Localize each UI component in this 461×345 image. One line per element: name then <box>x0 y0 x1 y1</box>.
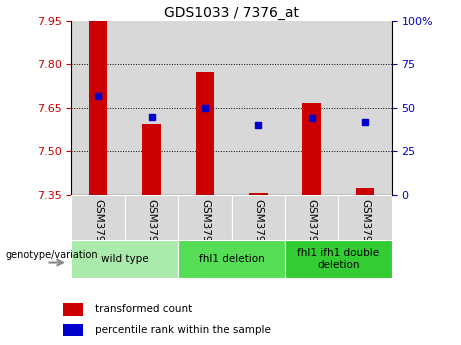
Text: fhl1 deletion: fhl1 deletion <box>199 254 265 264</box>
Text: percentile rank within the sample: percentile rank within the sample <box>95 325 271 335</box>
Bar <box>71 21 125 195</box>
Bar <box>338 21 392 195</box>
Bar <box>63 303 83 316</box>
Bar <box>178 21 231 195</box>
Bar <box>125 195 178 240</box>
Bar <box>285 21 338 195</box>
Bar <box>178 195 231 240</box>
Text: transformed count: transformed count <box>95 304 192 314</box>
Bar <box>71 240 178 278</box>
Text: GSM37907: GSM37907 <box>307 199 317 256</box>
Bar <box>338 195 392 240</box>
Text: GSM37905: GSM37905 <box>200 199 210 256</box>
Text: GSM37908: GSM37908 <box>360 199 370 256</box>
Bar <box>125 21 178 195</box>
Bar <box>249 194 268 195</box>
Text: wild type: wild type <box>101 254 148 264</box>
Text: GSM37906: GSM37906 <box>254 199 263 256</box>
Bar <box>89 21 107 195</box>
Bar <box>285 240 392 278</box>
Bar <box>178 240 285 278</box>
Text: GSM37904: GSM37904 <box>147 199 157 256</box>
Bar <box>302 104 321 195</box>
Bar <box>285 195 338 240</box>
Bar <box>356 188 374 195</box>
Bar <box>63 324 83 336</box>
Bar <box>231 195 285 240</box>
Text: fhl1 ifh1 double
deletion: fhl1 ifh1 double deletion <box>297 248 379 269</box>
Text: genotype/variation: genotype/variation <box>6 250 98 260</box>
Bar <box>142 124 161 195</box>
Bar <box>195 71 214 195</box>
Bar <box>71 195 125 240</box>
Title: GDS1033 / 7376_at: GDS1033 / 7376_at <box>164 6 299 20</box>
Text: GSM37903: GSM37903 <box>93 199 103 256</box>
Bar <box>231 21 285 195</box>
